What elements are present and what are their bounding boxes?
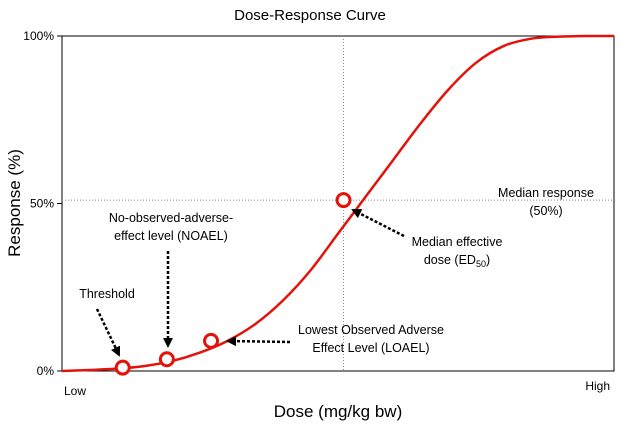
y-axis-label: Response (%) [5,149,24,257]
ed50-label-line-1: Median effective [412,235,503,249]
y-tick-label: 100% [23,29,54,43]
loael-label-line-1: Lowest Observed Adverse [298,323,444,337]
x-tick-low: Low [64,384,86,398]
noael-label-line-1: No-observed-adverse- [109,211,233,225]
y-ticks: 0% 50% 100% [23,29,62,378]
x-axis-label: Dose (mg/kg bw) [274,402,402,421]
ed50-arrow [351,208,405,238]
chart-title: Dose-Response Curve [234,7,386,24]
noael-label-line-2: effect level (NOAEL) [114,229,228,243]
y-tick-label: 50% [30,197,54,211]
median-response-label-line-1: Median response [498,186,594,200]
ed50-label-text: dose (ED [424,253,476,267]
y-tick-label: 0% [37,364,55,378]
ed50-point [335,192,352,209]
noael-point [158,351,175,368]
threshold-label: Threshold [79,287,135,301]
loael-arrow [226,336,291,347]
threshold-arrow [95,308,121,357]
ed50-label-close: ) [486,253,490,267]
loael-point [203,332,220,349]
ed50-label-subscript: 50 [476,259,486,269]
loael-label-line-2: Effect Level (LOAEL) [312,341,429,355]
ed50-label-line-2: dose (ED50) [424,253,490,269]
threshold-point [114,359,131,376]
x-tick-high: High [585,379,610,393]
key-points [114,192,352,376]
dose-response-curve [61,34,615,373]
median-response-label-line-2: (50%) [529,204,562,218]
